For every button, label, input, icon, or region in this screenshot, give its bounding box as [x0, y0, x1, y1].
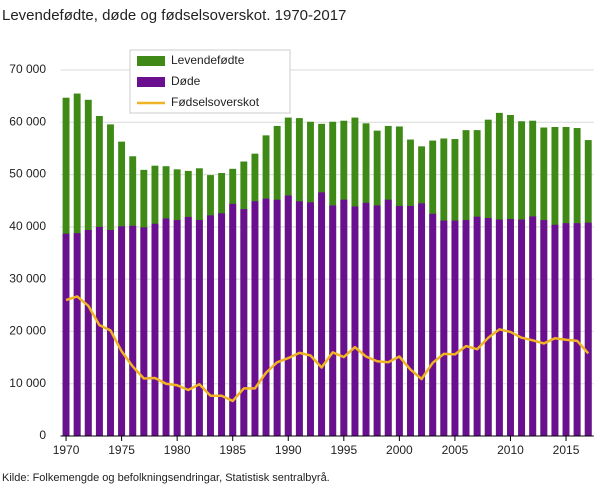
x-tick-label: 1995: [330, 443, 357, 457]
bar: [395, 205, 403, 436]
bar: [240, 209, 248, 436]
bar: [507, 219, 514, 436]
bar: [440, 220, 448, 436]
x-tick-label: 2000: [386, 443, 413, 457]
line: [65, 295, 590, 403]
bar: [584, 222, 592, 436]
bar: [118, 226, 126, 436]
x-tick-label: 2005: [442, 443, 469, 457]
legend-label: Døde: [171, 74, 201, 88]
legend-swatch: [137, 77, 165, 87]
bar: [462, 220, 470, 436]
bar: [562, 223, 570, 436]
bar: [307, 202, 314, 436]
bar: [173, 220, 181, 436]
y-tick-label: 0: [39, 428, 46, 442]
bar: [384, 199, 392, 436]
x-tick-label: 1980: [164, 443, 191, 457]
bar: [262, 198, 270, 436]
bar: [429, 213, 437, 436]
bar: [362, 202, 370, 436]
bar: [473, 216, 481, 436]
y-tick-label: 10 000: [9, 376, 46, 390]
y-tick-label: 20 000: [9, 324, 46, 338]
legend-swatch: [137, 56, 165, 66]
bar: [195, 220, 203, 436]
bar: [495, 219, 503, 436]
x-tick-label: 1975: [108, 443, 135, 457]
legend-label: Fødselsoverskot: [171, 95, 260, 109]
y-tick-label: 50 000: [9, 167, 46, 181]
bar: [529, 216, 537, 436]
chart-title: Levendefødte, døde og fødselsoverskot. 1…: [2, 7, 346, 24]
bar: [184, 216, 192, 436]
bar: [573, 223, 581, 436]
bar: [518, 219, 526, 436]
bar: [73, 233, 81, 436]
x-tick-label: 1990: [275, 443, 302, 457]
bar: [62, 233, 70, 436]
x-tick-label: 2010: [497, 443, 524, 457]
y-tick-label: 30 000: [9, 271, 46, 285]
bar: [95, 226, 103, 436]
bar: [284, 195, 292, 436]
bar: [451, 220, 459, 436]
bar: [140, 227, 148, 436]
x-tick-label: 2015: [553, 443, 580, 457]
bar: [373, 205, 381, 436]
bar: [407, 205, 414, 436]
bar: [484, 217, 492, 436]
x-tick-label: 1970: [53, 443, 80, 457]
bar: [418, 203, 426, 436]
bar: [329, 205, 337, 436]
y-tick-label: 40 000: [9, 219, 46, 233]
bar: [84, 229, 92, 436]
bar: [129, 225, 137, 436]
bar: [162, 218, 170, 436]
bar: [340, 199, 348, 436]
bar: [251, 201, 259, 436]
bar: [551, 224, 559, 436]
legend-label: Levendefødte: [171, 53, 245, 67]
bar: [318, 192, 326, 436]
bar: [351, 206, 359, 436]
bar: [218, 213, 226, 436]
bar: [295, 201, 303, 436]
bar: [540, 220, 548, 436]
bar: [151, 223, 159, 436]
y-tick-label: 70 000: [9, 62, 46, 76]
legend: Levendefødte Døde Fødselsoverskot: [129, 49, 291, 114]
bar: [229, 203, 237, 436]
bar: [273, 199, 281, 436]
x-tick-label: 1985: [219, 443, 246, 457]
source-note: Kilde: Folkemengde og befolkningsendring…: [2, 472, 330, 484]
bar: [207, 215, 214, 436]
y-tick-label: 60 000: [9, 114, 46, 128]
